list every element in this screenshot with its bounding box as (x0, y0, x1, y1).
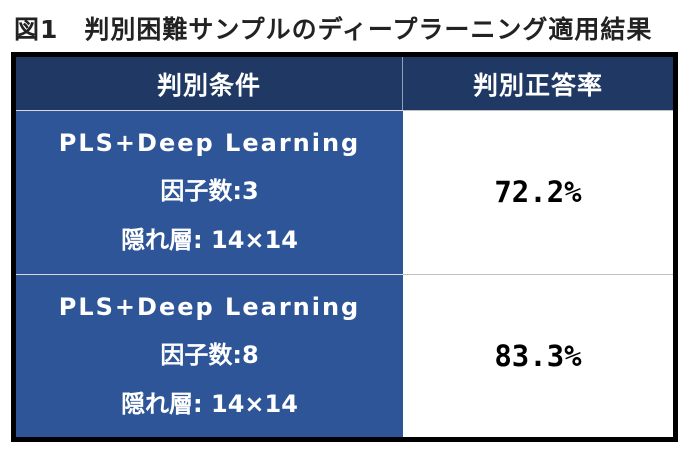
accuracy-cell-1: 72.2% (403, 110, 673, 274)
condition-cell-2: PLS+Deep Learning 因子数:8 隠れ層: 14×14 (16, 273, 403, 437)
method-label: PLS+Deep Learning (58, 292, 361, 321)
factors-label: 因子数:8 (160, 340, 259, 369)
method-label: PLS+Deep Learning (58, 129, 361, 158)
hidden-layer-label: 隠れ層: 14×14 (121, 389, 298, 418)
header-condition: 判別条件 (16, 57, 403, 110)
header-accuracy: 判別正答率 (403, 57, 673, 110)
accuracy-cell-2: 83.3% (403, 273, 673, 437)
hidden-layer-label: 隠れ層: 14×14 (121, 226, 298, 255)
figure-title: 図1 判別困難サンプルのディープラーニング適用結果 (14, 15, 653, 44)
factors-label: 因子数:3 (160, 177, 259, 206)
results-table: 判別条件 判別正答率 PLS+Deep Learning 因子数:3 隠れ層: … (11, 52, 678, 442)
condition-cell-1: PLS+Deep Learning 因子数:3 隠れ層: 14×14 (16, 110, 403, 274)
